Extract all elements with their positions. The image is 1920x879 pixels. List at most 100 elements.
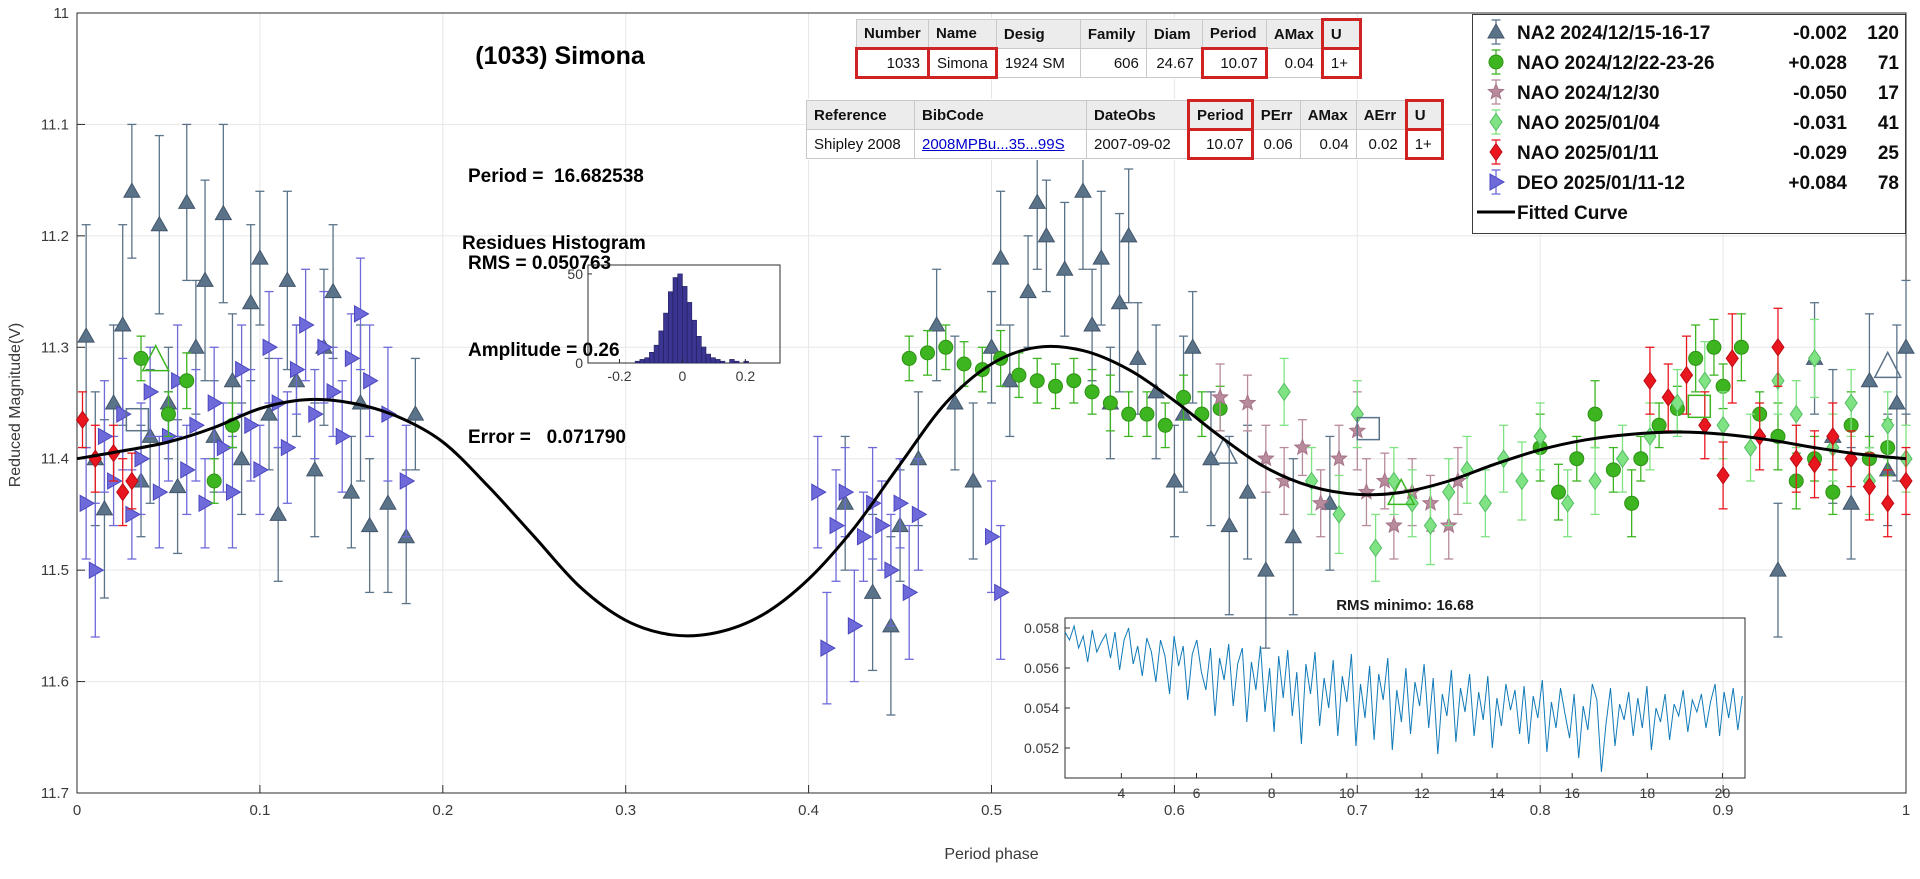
flagged-marker (1209, 436, 1239, 464)
stat-rms: RMS = 0.050763 (468, 253, 612, 274)
bibcode-link[interactable]: 2008MPBu...35...99S (922, 135, 1065, 153)
reference-table-value-4: 0.06 (1251, 129, 1301, 159)
fitted-curve (76, 344, 1907, 638)
data-point (1238, 483, 1257, 499)
data-point (1825, 484, 1841, 500)
svg-text:0: 0 (73, 802, 81, 819)
data-point (1661, 388, 1675, 407)
data-point (171, 371, 187, 390)
data-point (214, 204, 233, 221)
legend-marker-icon (1489, 168, 1506, 195)
data-point (1211, 388, 1229, 406)
histogram-bar (701, 346, 707, 364)
data-point (1771, 337, 1785, 357)
histogram-bar (668, 291, 674, 364)
svg-text:10: 10 (1339, 785, 1355, 801)
data-point (1423, 516, 1438, 535)
legend-label: NAO 2025/01/11 (1517, 143, 1659, 164)
svg-text:4: 4 (1117, 785, 1125, 801)
svg-text:6: 6 (1193, 785, 1201, 801)
svg-text:0.052: 0.052 (1024, 740, 1059, 756)
svg-text:0.5: 0.5 (981, 802, 1002, 819)
data-point (97, 427, 114, 446)
data-point (152, 483, 169, 502)
data-point (829, 516, 846, 535)
legend-row: NAO 2024/12/30 -0.050 17 (1475, 78, 1899, 109)
legend-point-count: 71 (1877, 53, 1899, 74)
object-table-header-0: Number (856, 19, 929, 49)
data-point (1011, 367, 1027, 383)
legend-label: NAO 2024/12/30 (1517, 83, 1660, 104)
data-point (1789, 404, 1803, 424)
data-point (1826, 427, 1840, 446)
data-point (982, 338, 1001, 354)
data-point (1037, 226, 1056, 243)
data-point (379, 494, 397, 510)
reference-table-value-0: Shipley 2008 (806, 129, 915, 159)
reference-table-header-7: U (1404, 99, 1444, 131)
data-point (399, 472, 416, 490)
svg-text:11.1: 11.1 (41, 116, 69, 133)
legend-offset-value: +0.084 (1788, 173, 1847, 194)
legend-offset-value: -0.029 (1793, 143, 1847, 164)
histogram-bar (686, 302, 693, 364)
data-point (363, 371, 379, 390)
data-point (125, 471, 139, 491)
data-point (884, 561, 900, 580)
data-point (1029, 373, 1045, 389)
data-point (324, 282, 342, 299)
svg-text:11.7: 11.7 (41, 785, 69, 802)
data-point (196, 271, 214, 287)
data-point (113, 315, 132, 332)
data-point (206, 473, 222, 489)
data-point (1679, 365, 1694, 385)
data-point (1332, 505, 1346, 524)
data-point (1733, 339, 1749, 355)
data-point (1624, 495, 1640, 511)
object-table-value-5: 10.07 (1200, 47, 1268, 79)
histogram-bar (653, 344, 660, 364)
data-point (991, 249, 1010, 265)
svg-text:0.8: 0.8 (1530, 802, 1551, 819)
data-point (1478, 493, 1492, 513)
data-point (1725, 349, 1739, 368)
data-point (893, 494, 910, 513)
legend-offset-value: -0.002 (1793, 23, 1847, 44)
reference-table-value-6: 0.02 (1355, 129, 1407, 159)
data-point (1220, 516, 1239, 533)
data-point (1807, 454, 1822, 474)
data-point (856, 527, 873, 546)
data-point (235, 360, 251, 379)
reference-table-header-0: Reference (806, 100, 915, 130)
fitted-curve-legend-sample (1477, 210, 1515, 213)
legend-offset-value: -0.050 (1793, 83, 1847, 104)
histogram-bar (682, 286, 688, 364)
data-point (1330, 449, 1348, 467)
data-point (1048, 378, 1064, 394)
legend-label: DEO 2025/01/11-12 (1517, 173, 1685, 194)
object-table-value-0: 1033 (855, 47, 930, 79)
flagged-marker (1356, 416, 1381, 441)
flagged-marker (125, 407, 150, 432)
histogram-bar (663, 312, 669, 364)
data-point (1139, 406, 1155, 422)
legend-label: NA2 2024/12/15-16-17 (1517, 23, 1711, 44)
data-point (262, 338, 279, 357)
data-point (143, 382, 160, 401)
legend-row: NAO 2024/12/22-23-26 +0.028 71 (1475, 48, 1899, 79)
object-table-value-3: 606 (1079, 48, 1147, 78)
data-point (1256, 449, 1275, 467)
data-point (1066, 373, 1082, 389)
data-point (150, 215, 169, 232)
axis-tick-labels: 4 6 8 10 12 14 16 18 20 0.052 0.054 0.056 0.058 (1024, 620, 1731, 801)
object-table-header-7: U (1320, 18, 1362, 50)
data-point (838, 483, 855, 502)
data-point (1715, 378, 1731, 394)
data-point (1753, 427, 1767, 446)
legend-row: NAO 2025/01/04 -0.031 41 (1475, 108, 1899, 139)
data-point (168, 477, 187, 494)
data-point (1807, 349, 1822, 368)
object-table-value-7: 1+ (1320, 47, 1362, 79)
stat-period: Period = 16.682538 (468, 166, 644, 187)
data-point (927, 315, 946, 332)
